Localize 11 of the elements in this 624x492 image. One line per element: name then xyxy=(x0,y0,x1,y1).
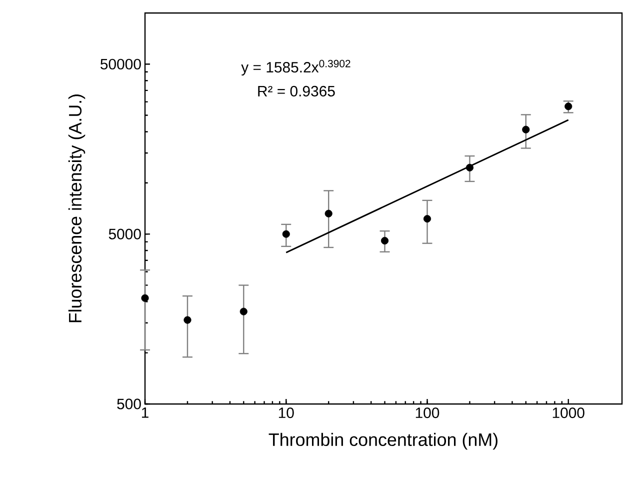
annotation: R² = 0.9365 xyxy=(258,86,335,96)
x-tick-label: 1000 xyxy=(552,407,584,418)
y-tick-label: 500 xyxy=(117,398,141,410)
y-tick-label: 50000 xyxy=(100,58,141,70)
x-tick-label: 1 xyxy=(142,408,148,418)
y-tick-label: 5000 xyxy=(108,228,141,240)
x-axis-title: Thrombin concentration (nM) xyxy=(268,432,498,450)
x-tick-label: 10 xyxy=(278,407,294,418)
x-tick-label: 100 xyxy=(416,407,440,418)
y-axis-title: Fluorescence intensity (A.U.) xyxy=(68,94,86,322)
annotation: y = 1585.2x$^{0.3902}$ xyxy=(241,60,350,76)
